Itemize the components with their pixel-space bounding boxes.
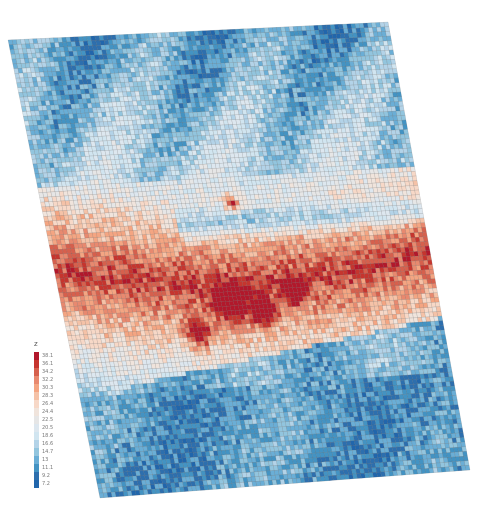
heatmap-cell (404, 133, 410, 140)
heatmap-cell (394, 82, 401, 88)
heatmap-cell (385, 31, 391, 37)
heatmap-cell (422, 231, 428, 238)
heatmap-cells (7, 21, 471, 499)
heatmap-cell (392, 68, 398, 74)
heatmap-cell (428, 264, 434, 270)
heatmap-cell (414, 189, 420, 196)
heatmap-cell (411, 175, 418, 182)
heatmap-cell (387, 45, 394, 51)
heatmap-cell (384, 26, 390, 32)
heatmap-cell (402, 124, 408, 130)
heatmap-cell (398, 101, 404, 107)
heatmap-cell (420, 222, 426, 228)
heatmap-cell (397, 96, 403, 102)
heatmap-cell (383, 21, 390, 28)
heatmap-cell (423, 241, 430, 247)
heatmap-cell (425, 250, 431, 256)
heatmap-cell (386, 35, 392, 42)
heatmap-cell (387, 40, 393, 46)
heatmap-cell (426, 255, 432, 261)
heatmap-cell (400, 115, 407, 121)
heatmap-cell (395, 87, 401, 93)
heatmap-cell (408, 157, 414, 163)
heatmap-cell (399, 110, 406, 116)
heatmap-cell (390, 59, 396, 65)
heatmap-cell (427, 259, 433, 266)
heatmap-cell (389, 54, 395, 60)
heatmap-cell (413, 185, 419, 191)
heatmap-cell (405, 138, 411, 144)
heatmap-cell (396, 91, 402, 98)
heatmap-cell (393, 73, 399, 79)
heatmap-cell (424, 245, 431, 252)
heatmap-cell (407, 152, 413, 158)
heatmap-cell (411, 171, 417, 177)
heatmap-cell (393, 77, 400, 84)
heatmap-cell (412, 180, 419, 186)
heatmap-cell (405, 143, 412, 149)
heatmap-cell (391, 63, 397, 70)
heatmap-cell (403, 129, 409, 135)
heatmap-cell (388, 49, 395, 56)
heatmap-cell (418, 213, 425, 219)
heatmap-cell (409, 161, 415, 168)
heatmap-cell (417, 208, 424, 214)
heatmap-cell (421, 227, 427, 233)
heatmap-cell (423, 236, 429, 242)
heatmap-cell (399, 105, 405, 112)
heatmap-cell (419, 217, 425, 224)
heatmap-cell (401, 119, 407, 126)
heatmap-cell (429, 269, 435, 275)
heatmap-cell (416, 199, 422, 205)
heatmap-cell (410, 166, 416, 172)
heatmap-cell (406, 147, 413, 154)
heatmap-cell (415, 194, 421, 200)
heatmap-cell (417, 203, 423, 210)
